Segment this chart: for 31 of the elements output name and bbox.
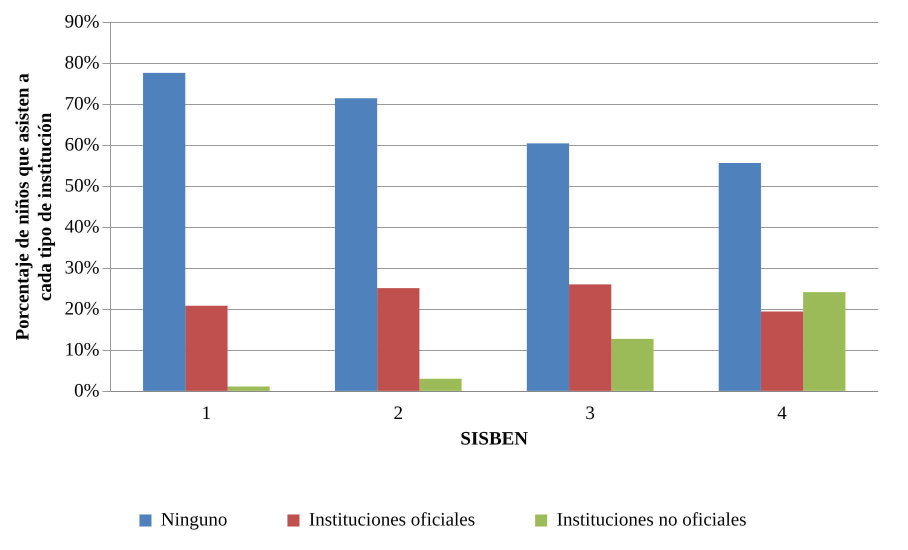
bar [760,311,804,391]
legend-label: Ninguno [160,509,228,530]
y-tick-label: 40% [64,216,100,238]
y-tick-label: 20% [64,298,100,320]
bar [611,338,654,391]
y-axis-title: Porcentaje de niños que asisten a cada tipo de institución [12,72,56,341]
x-tick-label: 1 [202,402,212,424]
bar [419,378,462,391]
y-tick-label: 30% [64,257,100,278]
y-tick-label: 90% [64,11,100,32]
x-tick-label: 2 [394,402,404,424]
bar [185,306,228,391]
bar [227,386,270,391]
y-tick-label: 60% [64,134,100,156]
bar [569,284,612,391]
bar [377,288,420,391]
y-tick-label: 50% [64,175,100,196]
y-tick-label: 0% [74,380,100,402]
legend-label: Instituciones no oficiales [556,509,747,530]
y-tick-label: 10% [64,339,100,360]
x-tick-label: 4 [777,402,788,424]
bar [803,292,846,391]
bar [143,72,186,391]
bar [334,98,378,391]
bar [718,163,761,391]
y-tick-label: 80% [64,52,100,74]
bar [526,143,570,391]
y-tick-label: 70% [64,93,100,114]
x-tick-label: 3 [585,402,595,424]
legend-label: Instituciones oficiales [308,509,476,530]
x-axis-title: SISBEN [460,428,528,450]
